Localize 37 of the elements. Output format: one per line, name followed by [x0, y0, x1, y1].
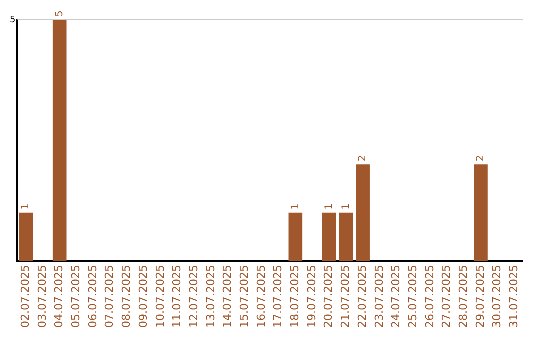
x-tick-label: 18.07.2025	[288, 265, 302, 328]
x-tick-label: 10.07.2025	[154, 265, 167, 328]
x-tick-label: 08.07.2025	[120, 265, 134, 328]
x-tick-label: 06.07.2025	[86, 265, 100, 328]
x-tick-label: 03.07.2025	[36, 265, 49, 328]
x-tick-label: 30.07.2025	[490, 265, 504, 328]
x-tick-label: 25.07.2025	[406, 265, 420, 328]
x-tick-label: 21.07.2025	[339, 265, 352, 328]
x-tick-label: 07.07.2025	[103, 265, 116, 328]
x-tick-label: 12.07.2025	[187, 265, 200, 328]
x-tick-label: 20.07.2025	[322, 265, 336, 328]
x-tick-label: 13.07.2025	[204, 265, 218, 328]
x-tick-label: 09.07.2025	[136, 265, 150, 328]
data-label: 1	[290, 203, 302, 210]
data-label: 2	[476, 155, 487, 162]
x-tick-label: 28.07.2025	[456, 265, 470, 328]
x-tick-label: 16.07.2025	[254, 265, 268, 328]
x-tick-label: 02.07.2025	[19, 265, 32, 328]
x-tick-label: 27.07.2025	[440, 265, 454, 328]
data-label: 1	[20, 203, 32, 210]
x-tick-label: 05.07.2025	[70, 265, 83, 328]
x-tick-label: 31.07.2025	[508, 265, 521, 328]
x-tick-label: 04.07.2025	[52, 265, 66, 328]
x-tick-label: 17.07.2025	[272, 265, 285, 328]
data-label: 2	[358, 155, 369, 162]
x-tick-label: 22.07.2025	[356, 265, 369, 328]
x-tick-label: 14.07.2025	[221, 265, 234, 328]
data-label: 1	[340, 203, 352, 210]
x-tick-label: 11.07.2025	[170, 265, 184, 328]
x-tick-label: 19.07.2025	[305, 265, 318, 328]
data-label: 1	[324, 203, 335, 210]
x-tick-label: 29.07.2025	[474, 265, 487, 328]
x-tick-label: 24.07.2025	[390, 265, 403, 328]
x-tick-label: 26.07.2025	[423, 265, 436, 328]
data-label: 5	[54, 10, 66, 17]
x-tick-label: 23.07.2025	[372, 265, 386, 328]
x-tick-label: 15.07.2025	[238, 265, 251, 328]
